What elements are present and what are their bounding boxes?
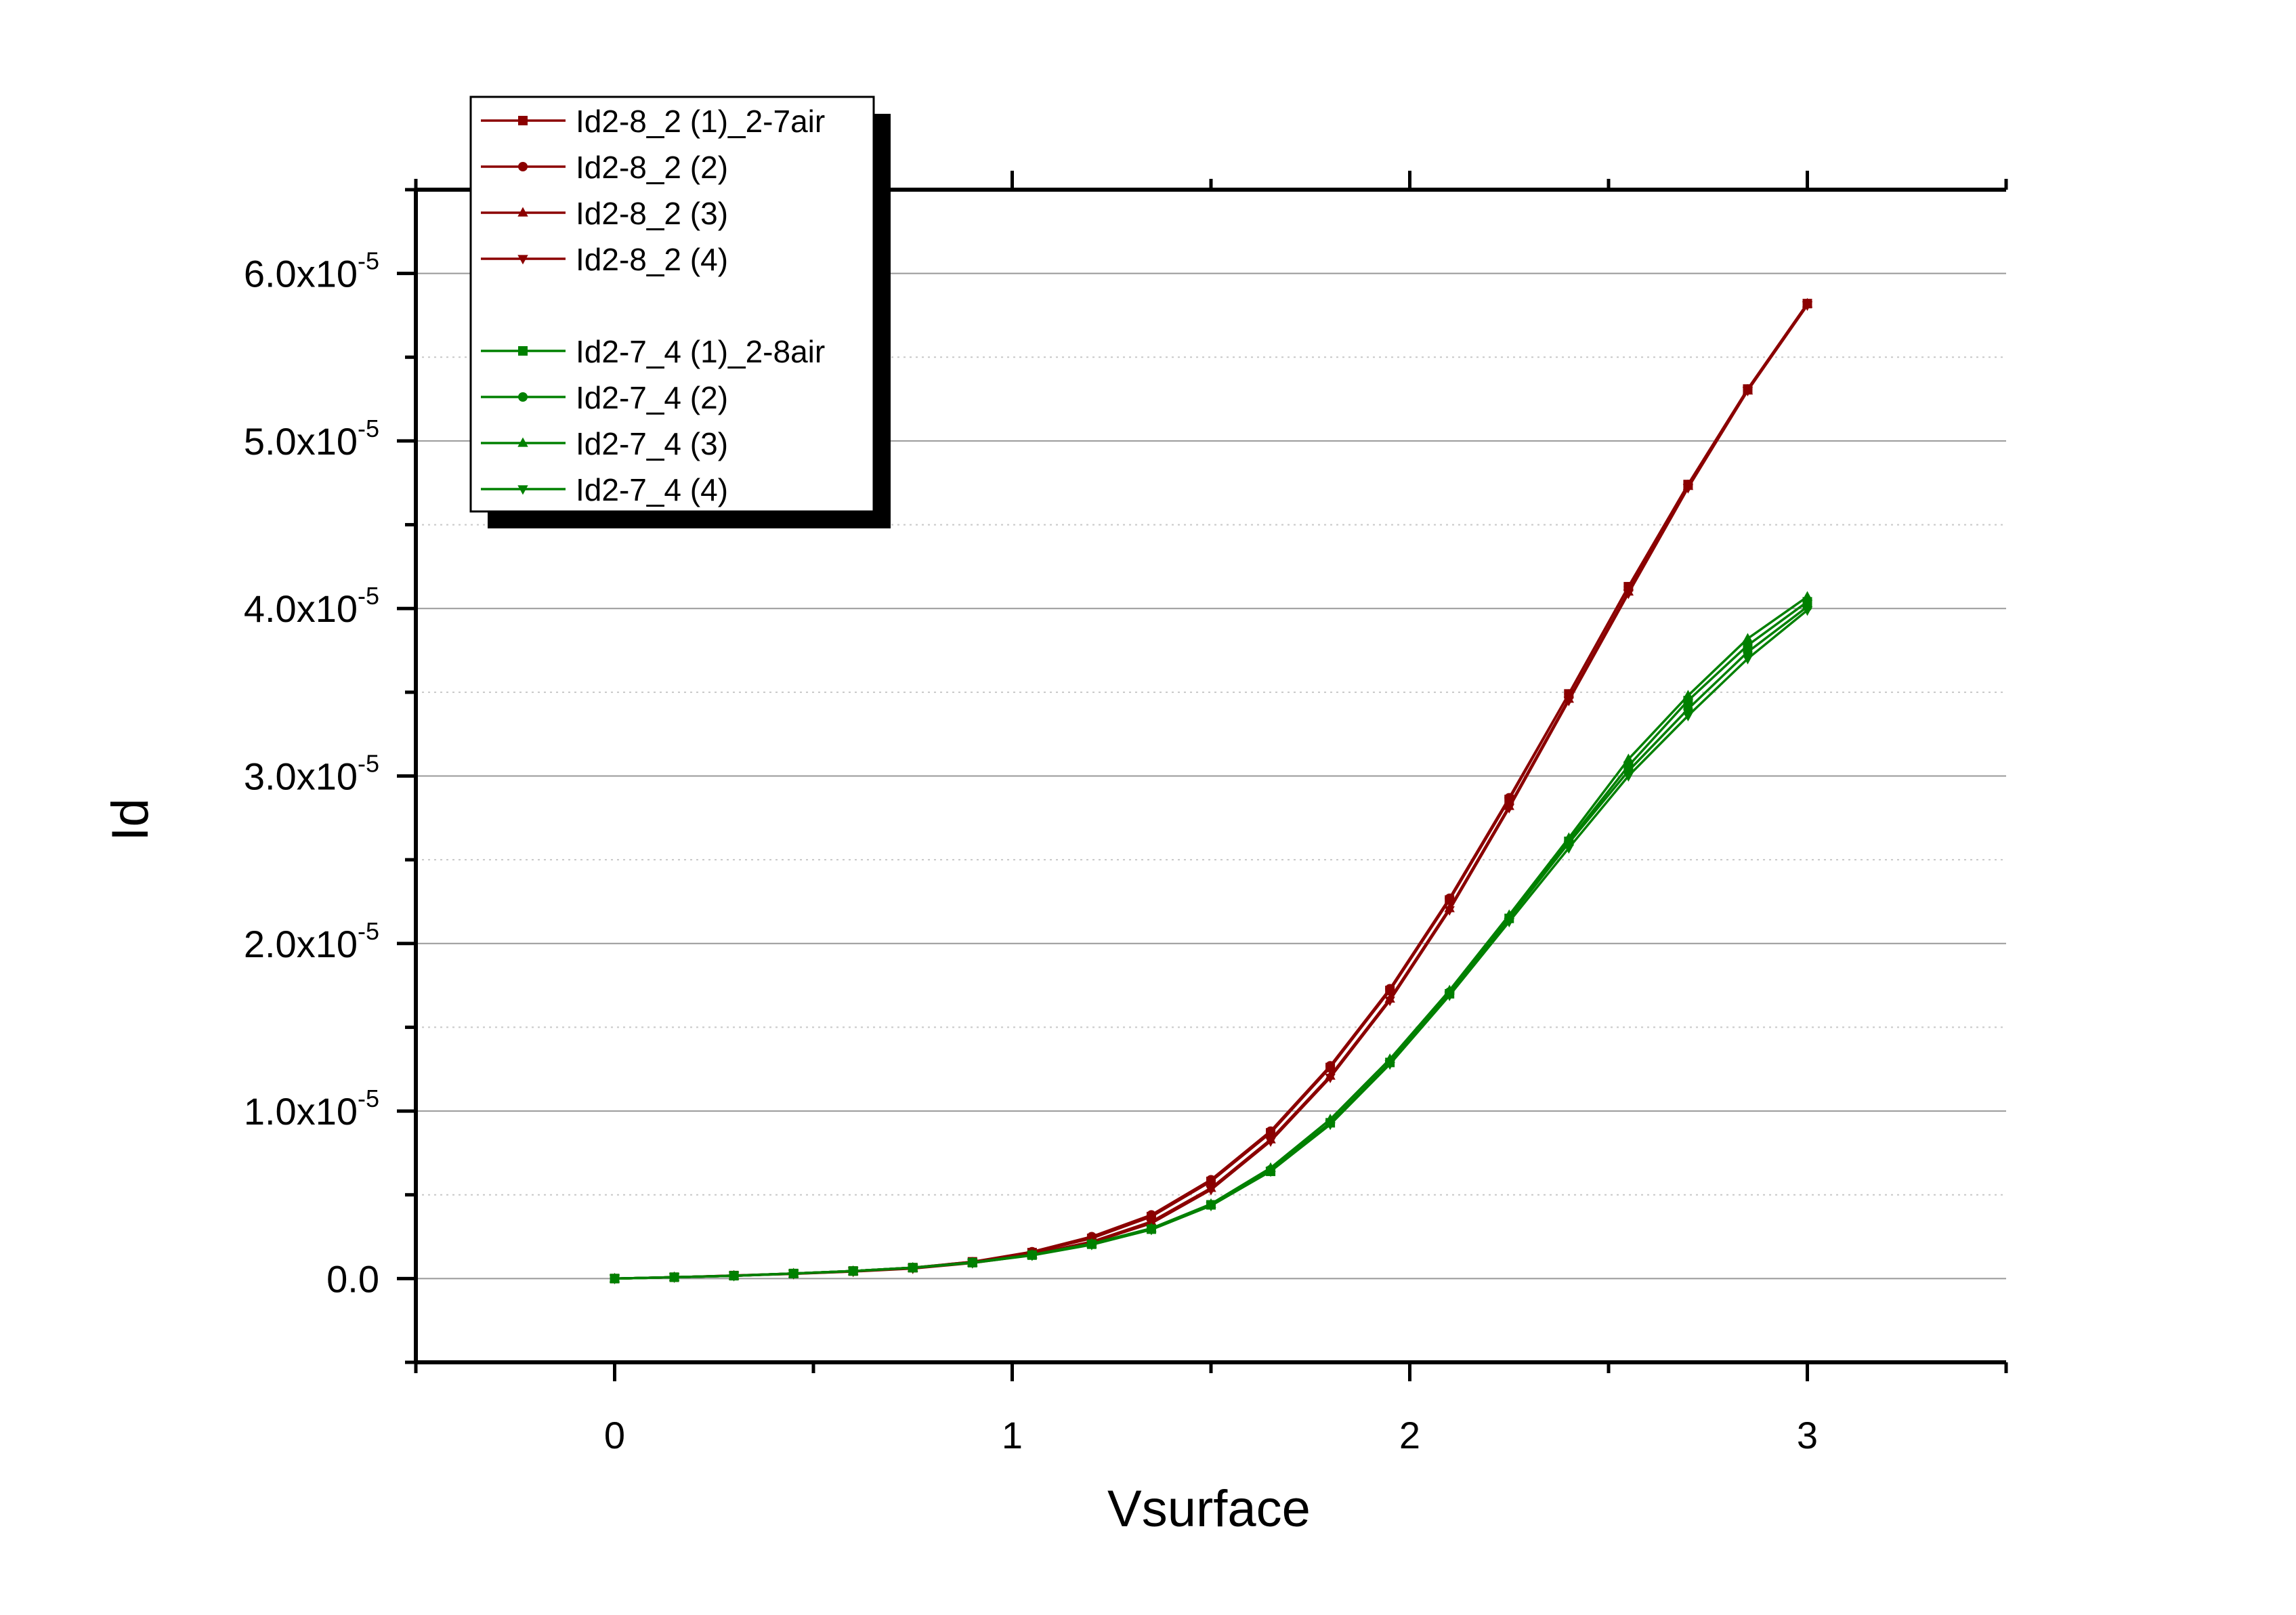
series-layer <box>609 297 1813 1284</box>
data-point <box>1146 1225 1157 1236</box>
data-point <box>1623 589 1634 600</box>
data-point <box>1802 591 1813 601</box>
y-tick-label: 0.0 <box>326 1257 379 1300</box>
legend-swatch-marker <box>517 437 528 447</box>
data-point <box>1445 894 1455 904</box>
data-point <box>1682 484 1694 494</box>
legend-label: Id2-7_4 (4) <box>576 472 728 507</box>
x-axis-title: Vsurface <box>1107 1480 1311 1538</box>
data-point <box>1742 633 1753 643</box>
data-point <box>1682 711 1694 721</box>
data-point <box>1444 906 1455 916</box>
legend-swatch-marker <box>518 162 528 171</box>
legend: Id2-8_2 (1)_2-7air Id2-8_2 (2) Id2-8_2 (3)… <box>469 96 891 528</box>
y-tick-label: 3.0x10-5 <box>244 750 379 798</box>
data-point <box>1623 753 1634 763</box>
x-tick-label: 1 <box>1002 1414 1023 1456</box>
data-point <box>1325 1061 1336 1071</box>
y-tick-label: 5.0x10-5 <box>244 415 379 463</box>
x-tick-label: 0 <box>604 1414 625 1456</box>
legend-label: Id2-8_2 (2) <box>576 150 728 185</box>
data-point <box>1265 1167 1276 1177</box>
data-point <box>609 1274 620 1284</box>
data-point <box>1802 301 1813 312</box>
data-point <box>1384 1060 1395 1070</box>
data-point <box>1444 991 1455 1001</box>
legend-label: Id2-8_2 (1)_2-7air <box>576 104 825 139</box>
data-point <box>1206 1186 1216 1196</box>
legend-swatch-marker <box>517 485 528 495</box>
y-tick-label: 6.0x10-5 <box>244 247 379 295</box>
legend-swatch-marker <box>517 207 528 217</box>
legend-label: Id2-7_4 (1)_2-8air <box>576 334 825 369</box>
y-axis-title: Id <box>102 798 159 841</box>
data-point <box>1384 997 1395 1007</box>
data-point <box>1682 690 1694 700</box>
data-point <box>908 1263 918 1274</box>
data-point <box>1325 1120 1336 1131</box>
series-8 <box>609 606 1813 1284</box>
data-point <box>728 1272 740 1282</box>
data-point <box>1146 1210 1156 1220</box>
y-tick-label: 1.0x10-5 <box>244 1085 379 1133</box>
data-point <box>1086 1240 1097 1251</box>
legend-label: Id2-8_2 (4) <box>576 242 728 277</box>
data-point <box>1027 1251 1038 1261</box>
x-tick-label: 2 <box>1399 1414 1420 1456</box>
legend-swatch-marker <box>517 255 528 265</box>
legend-label: Id2-7_4 (2) <box>576 380 728 415</box>
data-point <box>1265 1137 1276 1147</box>
data-point <box>1385 984 1395 994</box>
data-point <box>668 1273 680 1283</box>
data-point <box>967 1259 978 1269</box>
data-point <box>1563 844 1574 854</box>
data-point <box>1743 647 1753 657</box>
legend-swatch-marker <box>518 346 528 356</box>
data-point <box>1504 803 1514 814</box>
data-point <box>1266 1126 1276 1136</box>
data-point <box>1683 704 1693 714</box>
legend-label: Id2-7_4 (3) <box>576 426 728 461</box>
data-point <box>1504 918 1514 928</box>
data-point <box>788 1270 799 1280</box>
data-point <box>1563 832 1574 842</box>
data-point <box>1742 654 1753 665</box>
data-point <box>1802 606 1813 616</box>
legend-swatch-marker <box>518 392 528 402</box>
data-point <box>848 1267 859 1277</box>
x-tick-label: 3 <box>1797 1414 1818 1456</box>
data-point <box>1325 1074 1336 1084</box>
legend-swatch-marker <box>518 116 528 125</box>
data-point <box>1504 909 1514 919</box>
y-tick-label: 4.0x10-5 <box>244 582 379 630</box>
data-point <box>1742 387 1753 397</box>
legend-label: Id2-8_2 (3) <box>576 196 728 231</box>
data-point <box>1623 772 1634 782</box>
data-point <box>1206 1175 1216 1185</box>
data-point <box>1743 640 1753 650</box>
data-point <box>1563 696 1574 707</box>
axis-ticks: 0 1 2 3 0.0 1.0x10-5 2.0x10-5 3.0x10-5 4.0x10-5 5… <box>244 171 2008 1456</box>
data-point <box>1206 1202 1216 1212</box>
y-tick-label: 2.0x10-5 <box>244 917 379 965</box>
